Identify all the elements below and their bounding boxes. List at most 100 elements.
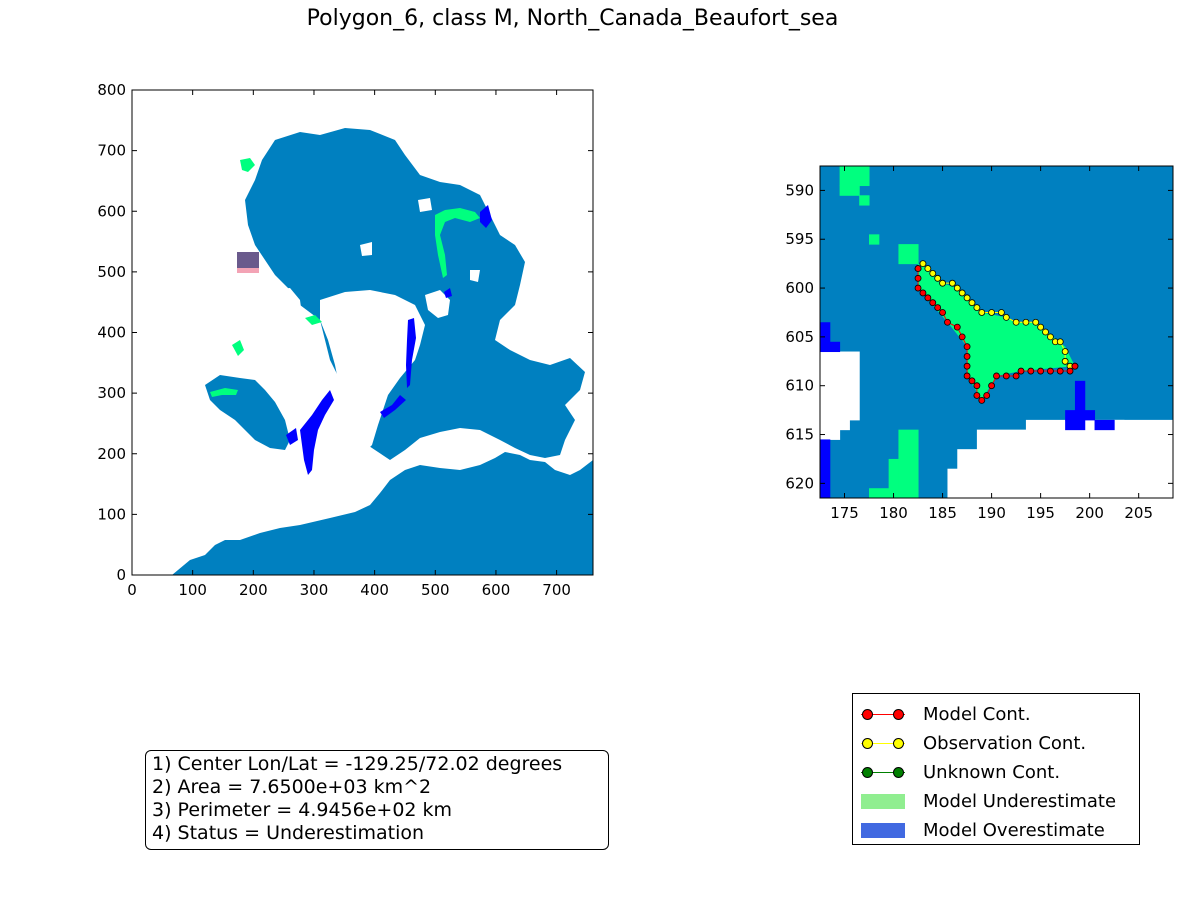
model-contour-point — [968, 377, 976, 385]
model-contour-point — [929, 299, 937, 307]
model-contour-point — [973, 382, 981, 390]
legend-label-model-overestimate: Model Overestimate — [923, 820, 1105, 841]
observation-contour-point — [978, 309, 986, 316]
greenland-land — [320, 290, 425, 455]
overview-ytick-label: 400 — [97, 324, 126, 342]
legend-entry-model-cont: Model Cont. — [861, 700, 1131, 729]
observation-contour-point — [958, 289, 966, 297]
arctic-islands-land — [360, 198, 548, 318]
model-contour-point — [1012, 372, 1020, 380]
model-contour-point — [988, 382, 995, 390]
legend-label-model-underestimate: Model Underestimate — [923, 791, 1117, 812]
model-contour-point — [963, 372, 971, 380]
overview-xtick-label: 500 — [421, 581, 450, 599]
zoom-underestimate-cell — [888, 458, 899, 498]
legend-entry-model-underestimate: Model Underestimate — [861, 787, 1131, 816]
zoom-underestimate-cell — [839, 185, 860, 196]
legend-symbol-observation-cont — [861, 734, 905, 754]
legend-entry-model-overestimate: Model Overestimate — [861, 816, 1131, 845]
zoom-land-cell — [820, 429, 841, 440]
overview-xtick-label: 100 — [178, 581, 207, 599]
observation-contour-point — [988, 309, 995, 316]
zoom-xtick-label: 190 — [977, 504, 1006, 522]
model-contour-point — [944, 318, 951, 326]
zoom-underestimate-polygon — [918, 263, 1075, 401]
overview-xtick-label: 0 — [127, 581, 137, 599]
zoom-overestimate-cell — [820, 439, 831, 498]
overview-ytick-label: 700 — [97, 142, 126, 160]
overview-ytick-label: 800 — [97, 81, 126, 99]
model-contour-point — [939, 309, 946, 316]
model-contour-point — [978, 396, 986, 404]
zoom-overestimate-cell — [820, 341, 841, 353]
zoom-overestimate-cell — [1065, 410, 1096, 421]
legend-symbol-model-cont — [861, 705, 905, 725]
overview-ytick-label: 500 — [97, 263, 126, 281]
observation-contour-point — [919, 260, 927, 268]
model-contour-point — [914, 265, 922, 272]
observation-contour-point — [1012, 318, 1020, 326]
canadian-archipelago-land — [240, 288, 302, 360]
zoom-ytick-label: 610 — [785, 377, 814, 395]
model-contour-point — [1047, 367, 1054, 375]
overview-xtick-label: 200 — [239, 581, 268, 599]
legend-entry-unknown-cont: Unknown Cont. — [861, 758, 1131, 787]
observation-contour-point — [939, 279, 946, 287]
model-contour-point — [963, 362, 971, 370]
model-contour-point — [1071, 362, 1079, 370]
model-contour-point — [958, 333, 966, 341]
observation-contour-point — [953, 284, 961, 292]
model-overestimate-regions — [286, 205, 492, 475]
model-contour-point — [963, 343, 971, 351]
zoom-ytick-label: 600 — [785, 279, 814, 297]
overview-map: 0 100 200 300 400 500 600 700 0 100 200 300 400 500 60… — [97, 81, 594, 599]
zoom-overestimate-cell — [1094, 419, 1115, 431]
zoom-overestimate-cell — [820, 322, 831, 343]
observation-contour-point — [1056, 338, 1064, 346]
model-contour-point — [1017, 367, 1025, 375]
model-contour-point — [1066, 367, 1074, 375]
overview-ytick-label: 100 — [97, 505, 126, 523]
zoom-land-cell — [820, 351, 860, 421]
model-underestimate-regions — [210, 158, 480, 397]
overview-ytick-label: 0 — [116, 566, 126, 584]
overview-ytick-label: 200 — [97, 445, 126, 463]
overview-xtick-label: 600 — [482, 581, 511, 599]
zoom-land-cell — [947, 468, 958, 498]
zoom-ticks: 175 180 185 190 195 200 205 590 595 600 605 610 615 6… — [785, 166, 1173, 522]
zoom-land-cell — [1114, 419, 1173, 431]
polygon-info-box: 1) Center Lon/Lat = -129.25/72.02 degree… — [145, 750, 609, 850]
info-area: 2) Area = 7.6500e+03 km^2 — [152, 776, 432, 798]
zoom-xtick-label: 180 — [879, 504, 908, 522]
model-contour-point — [953, 323, 961, 331]
zoom-underestimate-cell — [898, 429, 919, 498]
observation-contour-point — [973, 304, 981, 311]
zoom-overestimate-cell — [1065, 419, 1086, 431]
model-contour-point — [1037, 367, 1045, 375]
model-contour-point — [963, 353, 971, 360]
legend: Model Cont. Observation Cont. Unknown Co… — [852, 693, 1140, 845]
overview-xtick-label: 300 — [300, 581, 329, 599]
overview-xtick-label: 400 — [360, 581, 389, 599]
observation-contour-point — [1047, 333, 1054, 341]
observation-contour-point — [929, 270, 937, 277]
zoom-map: 175 180 185 190 195 200 205 590 595 600 605 610 615 6… — [785, 165, 1174, 522]
zoom-underestimate-cell — [869, 488, 890, 498]
observation-contour-point — [963, 294, 971, 302]
zoom-underestimate-cell — [859, 195, 870, 206]
zoom-overestimate-cell — [1074, 380, 1086, 411]
zoom-ytick-label: 620 — [785, 474, 814, 492]
zoom-xtick-label: 195 — [1026, 504, 1055, 522]
model-contour-point — [993, 372, 1000, 380]
overview-ticks: 0 100 200 300 400 500 600 700 0 100 200 300 400 500 60… — [97, 81, 593, 599]
model-contour-point — [914, 274, 922, 282]
zoom-underestimate-cell — [869, 234, 880, 245]
zoom-underestimate-cell — [898, 244, 919, 265]
model-contour-point — [983, 392, 991, 399]
info-status: 4) Status = Underestimation — [152, 822, 425, 844]
zoom-ytick-label: 605 — [785, 328, 814, 346]
legend-entry-observation-cont: Observation Cont. — [861, 729, 1131, 758]
zoom-land-cell — [957, 449, 988, 498]
zoom-land-cell — [976, 429, 1173, 498]
observation-contour-point — [1037, 323, 1045, 331]
